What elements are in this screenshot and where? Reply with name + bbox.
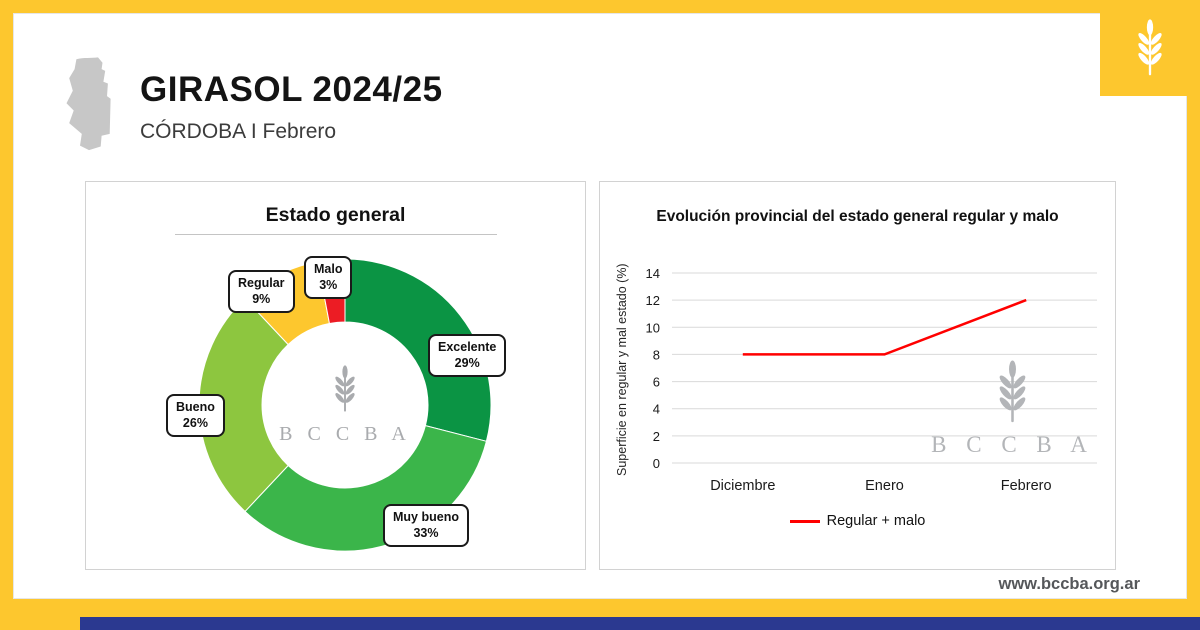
label-name: Regular — [238, 276, 285, 290]
estado-general-panel: Estado general B C C B A Excelente 29% M… — [85, 181, 586, 570]
page-subtitle: CÓRDOBA I Febrero — [140, 120, 337, 143]
label-regular: Regular 9% — [228, 270, 295, 313]
page-title: GIRASOL 2024/25 — [140, 70, 443, 109]
y-tick-label: 12 — [646, 293, 660, 308]
y-tick-label: 10 — [646, 320, 660, 335]
title-divider — [174, 234, 497, 235]
header-text: GIRASOL 2024/25 CÓRDOBA I Febrero — [140, 56, 443, 156]
donut-center-logo: B C C B A — [262, 340, 428, 470]
label-percent: 26% — [182, 416, 208, 431]
footer-blue-bar — [80, 617, 1200, 630]
y-tick-label: 14 — [646, 266, 660, 281]
bccba-watermark-text: B C C B A — [931, 432, 1094, 457]
bccba-watermark: B C C B A — [930, 360, 1095, 458]
y-tick-label: 6 — [653, 375, 660, 390]
evolucion-panel: Evolución provincial del estado general … — [599, 181, 1116, 570]
series-line-regular-malo — [742, 298, 1027, 356]
wheat-icon — [997, 360, 1028, 423]
wheat-icon — [1136, 19, 1164, 76]
label-percent: 9% — [252, 292, 271, 307]
corner-brand-badge — [1100, 0, 1200, 96]
label-name: Excelente — [438, 340, 497, 354]
label-malo: Malo 3% — [304, 256, 353, 299]
x-tick-label: Diciembre — [710, 478, 775, 494]
y-tick-label: 0 — [653, 456, 660, 471]
y-tick-label: 2 — [653, 429, 660, 444]
label-muy-bueno: Muy bueno 33% — [383, 504, 469, 547]
website-url: www.bccba.org.ar — [998, 575, 1140, 593]
label-percent: 3% — [319, 278, 338, 293]
report-header: GIRASOL 2024/25 CÓRDOBA I Febrero — [62, 56, 443, 156]
y-tick-label: 8 — [653, 347, 660, 362]
bccba-logo-text: B C C B A — [279, 422, 411, 445]
legend-label: Regular + malo — [826, 513, 926, 529]
legend-line-swatch — [789, 519, 820, 523]
label-name: Bueno — [176, 400, 215, 414]
label-name: Malo — [314, 262, 343, 276]
wheat-icon — [333, 364, 357, 412]
cordoba-province-silhouette — [66, 57, 111, 151]
x-tick-label: Enero — [865, 478, 904, 494]
x-tick-label: Febrero — [1001, 478, 1052, 494]
donut-chart-title: Estado general — [265, 204, 406, 226]
label-name: Muy bueno — [393, 510, 459, 524]
label-bueno: Bueno 26% — [166, 394, 225, 437]
line-chart-title: Evolución provincial del estado general … — [656, 208, 1059, 225]
evolucion-line-chart: 0 2 4 6 8 10 12 14 Diciembre Enero Febrero — [646, 266, 1097, 494]
chart-legend: Regular + malo — [600, 513, 1115, 529]
label-percent: 33% — [413, 526, 439, 541]
label-excelente: Excelente 29% — [428, 334, 507, 377]
label-percent: 29% — [454, 356, 480, 371]
y-tick-label: 4 — [653, 402, 660, 417]
donut-slice-excelente — [344, 258, 492, 442]
